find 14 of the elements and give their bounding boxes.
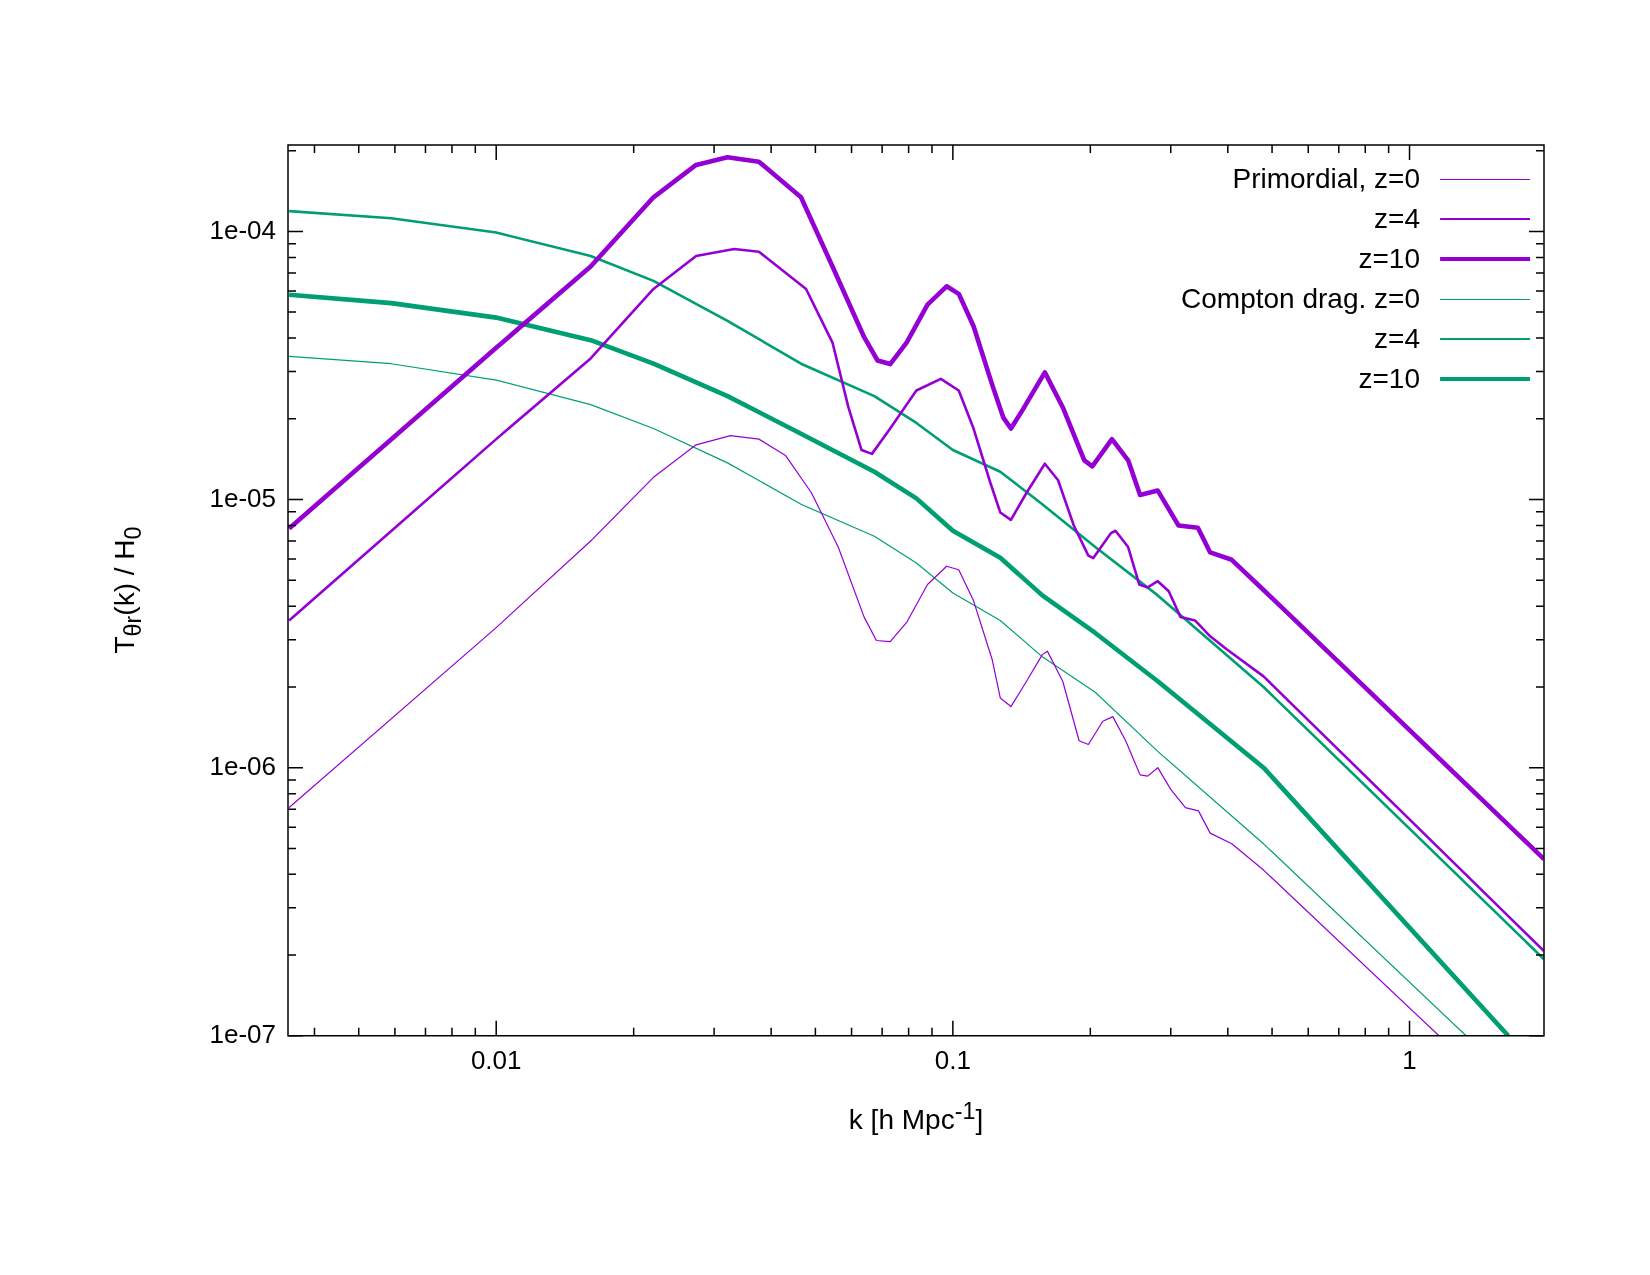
legend-label: z=10 [1358,242,1420,276]
y-tick-label: 1e-04 [209,214,276,245]
x-axis-title: k [h Mpc$^{-1}$] [848,1097,984,1137]
legend-label: z=10 [1358,362,1420,396]
y-tick-label: 1e-07 [209,1018,276,1049]
y-tick-label: 1e-06 [209,750,276,781]
x-tick-label: 0.1 [934,1044,971,1075]
legend-label: z=4 [1374,202,1420,236]
legend-label: Compton drag. z=0 [1181,282,1420,316]
y-tick-label: 1e-05 [209,482,276,513]
x-tick-label: 1 [1402,1044,1417,1075]
legend-label: z=4 [1374,322,1420,356]
legend-label: Primordial, z=0 [1232,162,1420,196]
x-tick-label: 0.01 [470,1044,522,1075]
